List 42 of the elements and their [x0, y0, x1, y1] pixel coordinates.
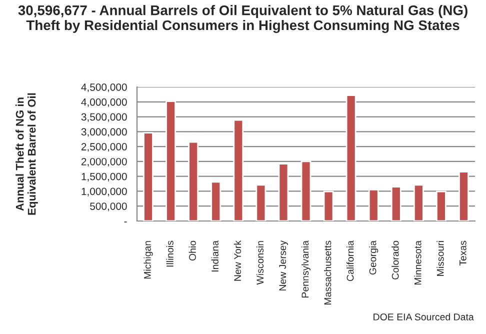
- y-tick-label: 4,500,000: [81, 84, 127, 92]
- bar: [210, 181, 222, 221]
- x-tick-label: New Jersey: [279, 240, 288, 290]
- y-tick-label: 3,000,000: [81, 128, 127, 137]
- x-tick-label: Minnesota: [414, 240, 422, 284]
- chart-title: 30,596,677 - Annual Barrels of Oil Equivalent to 5% Natural Gas (NG) Theft by Residential Consumers in Highest Consuming NG States: [18, 5, 468, 33]
- y-axis-title: Annual Theft of NG in Equivalent Barrel of Oil: [16, 93, 38, 215]
- x-tick-label: Ohio: [188, 240, 196, 261]
- bar: [166, 100, 176, 221]
- x-tick-label: Michigan: [144, 241, 153, 279]
- bar: [143, 132, 154, 221]
- bar: [346, 94, 356, 221]
- y-tick-label: 500,000: [90, 202, 127, 212]
- x-tick-label: Colorado: [392, 240, 399, 280]
- bar: [323, 190, 334, 221]
- y-tick-label: 2,000,000: [81, 158, 127, 167]
- x-tick-label: Illinois: [166, 240, 174, 267]
- bar: [390, 186, 402, 221]
- y-tick-label: 3,500,000: [81, 113, 127, 122]
- bar: [278, 163, 289, 221]
- x-tick-label: Pennsylvania: [301, 240, 311, 298]
- bar: [300, 160, 312, 221]
- x-tick-label: Massachusetts: [324, 240, 332, 304]
- x-tick-label: Texas: [460, 240, 466, 266]
- text: DOE EIA Sourced Data: [374, 313, 474, 320]
- y-tick-label: 4,000,000: [81, 98, 127, 107]
- x-tick-label: Wisconsin: [256, 241, 264, 285]
- x-tick-label: Indiana: [211, 240, 218, 272]
- x-tick-label: Missouri: [436, 241, 444, 276]
- bar: [188, 141, 199, 221]
- x-tick-label: California: [346, 240, 354, 282]
- bar: [458, 171, 469, 221]
- bar: [233, 119, 244, 221]
- y-tick-label: 1,500,000: [82, 172, 127, 182]
- bar: [436, 190, 446, 221]
- bar: [368, 189, 379, 221]
- x-tick-label: Georgia: [369, 240, 378, 275]
- x-tick-label: New York: [234, 240, 242, 281]
- y-tick-label: 2,500,000: [81, 143, 127, 152]
- y-tick-label: 1,000,000: [82, 188, 127, 196]
- bar: [413, 184, 424, 221]
- bar: [256, 184, 266, 221]
